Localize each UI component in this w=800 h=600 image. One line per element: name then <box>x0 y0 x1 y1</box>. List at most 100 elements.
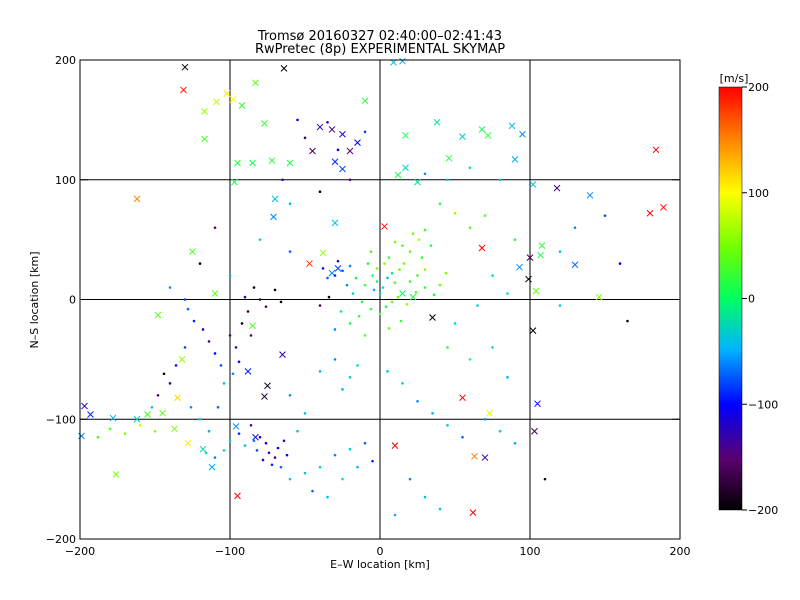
data-point-cross <box>508 122 516 130</box>
data-point-cross <box>409 293 417 301</box>
data-point-dot <box>375 280 379 283</box>
data-point-dot <box>506 292 509 295</box>
data-point-dot <box>366 262 370 265</box>
data-point-dot <box>243 295 247 299</box>
data-point-dot <box>318 370 322 373</box>
data-point-dot <box>360 300 364 304</box>
data-point-cross <box>280 65 288 72</box>
data-point-dot <box>498 178 502 182</box>
data-point-cross <box>484 132 492 139</box>
x-tick-label: 100 <box>520 545 541 558</box>
data-point-dot <box>207 429 211 433</box>
y-tick-label: 200 <box>55 54 76 67</box>
data-point-dot <box>288 477 292 481</box>
data-point-dot <box>326 495 329 499</box>
data-point-cross <box>208 463 216 471</box>
data-point-cross <box>211 290 219 297</box>
data-point-cross <box>238 102 246 109</box>
data-point-cross <box>394 171 402 179</box>
data-point-dot <box>626 319 629 323</box>
data-point-dot <box>339 310 343 313</box>
data-point-dot <box>303 136 307 140</box>
data-point-dot <box>363 334 367 337</box>
data-point-dot <box>429 244 433 247</box>
data-point-dot <box>387 256 391 259</box>
data-point-dot <box>354 276 358 280</box>
data-point-dot <box>423 172 427 176</box>
data-point-cross <box>249 159 256 167</box>
colorbar-tick-label: 100 <box>748 187 769 200</box>
data-point-dot <box>369 307 373 311</box>
data-point-cross <box>481 454 489 461</box>
data-point-dot <box>383 262 386 265</box>
data-point-dot <box>372 288 376 292</box>
data-point-dot <box>431 411 434 415</box>
data-point-dot <box>369 250 373 253</box>
data-point-dot <box>446 423 449 427</box>
data-point-dot <box>416 274 419 277</box>
data-point-cross <box>381 223 388 230</box>
data-point-dot <box>303 411 307 415</box>
data-point-dot <box>150 405 154 409</box>
data-point-dot <box>264 305 268 308</box>
data-point-dot <box>237 432 241 435</box>
data-point-cross <box>81 402 88 410</box>
data-point-dot <box>276 446 280 450</box>
data-point-dot <box>138 423 142 427</box>
data-point-dot <box>405 302 409 306</box>
data-point-cross <box>486 409 493 417</box>
data-point-dot <box>327 295 331 299</box>
data-point-dot <box>249 334 253 337</box>
data-point-cross <box>244 367 252 375</box>
data-point-cross <box>402 132 409 139</box>
data-point-dot <box>174 364 178 367</box>
data-point-cross <box>646 209 654 217</box>
data-point-dot <box>288 394 292 397</box>
data-point-dot <box>270 463 274 467</box>
data-point-cross <box>471 453 478 460</box>
data-point-dot <box>356 465 359 469</box>
data-point-dot <box>390 300 394 304</box>
data-point-dot <box>333 328 337 331</box>
data-point-cross <box>445 154 453 162</box>
data-point-dot <box>288 250 292 253</box>
data-point-cross <box>429 314 436 321</box>
data-point-dot <box>333 358 337 361</box>
data-point-dot <box>444 271 448 275</box>
data-point-cross <box>213 98 220 106</box>
data-point-cross <box>271 195 279 203</box>
data-point-dot <box>603 214 607 217</box>
data-point-dot <box>303 471 307 475</box>
data-point-dot <box>228 274 232 277</box>
colorbar-tick-label: −200 <box>748 504 778 517</box>
data-point-cross <box>339 165 346 173</box>
colorbar <box>718 86 743 511</box>
data-point-cross <box>180 86 187 94</box>
data-point-cross <box>171 425 178 433</box>
data-point-dot <box>333 453 337 457</box>
data-point-dot <box>491 346 494 349</box>
data-point-cross <box>133 415 141 423</box>
data-point-dot <box>446 178 449 182</box>
data-point-dot <box>228 334 232 337</box>
data-point-dot <box>543 477 547 481</box>
data-point-dot <box>461 435 464 439</box>
data-point-dot <box>213 226 217 229</box>
data-point-cross <box>414 178 421 186</box>
data-point-dot <box>311 489 314 493</box>
data-point-dot <box>336 148 340 152</box>
data-point-cross <box>361 97 369 105</box>
data-point-dot <box>213 456 217 459</box>
data-point-dot <box>341 269 344 273</box>
data-point-cross <box>268 157 276 164</box>
data-point-dot <box>378 292 382 295</box>
chart-title-line1: Tromsø 20160327 02:40:00–02:41:43 <box>257 29 502 44</box>
data-point-dot <box>399 319 403 323</box>
data-point-cross <box>331 158 339 166</box>
data-point-dot <box>393 513 397 517</box>
data-point-cross <box>331 219 339 227</box>
data-point-cross <box>306 260 313 267</box>
data-point-dot <box>204 451 208 455</box>
data-point-dot <box>183 346 187 349</box>
